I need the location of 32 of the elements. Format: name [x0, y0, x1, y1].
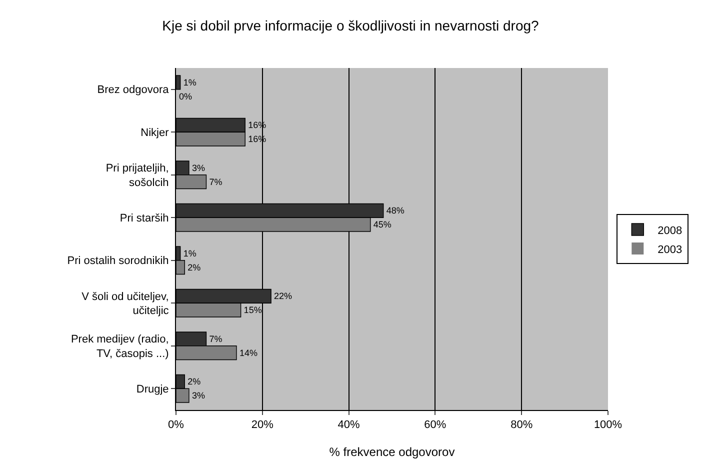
- legend-label: 2008: [658, 224, 682, 237]
- y-tick-label: Prek medijev (radio, TV, časopis ...): [70, 334, 169, 360]
- x-tick-label: 60%: [424, 419, 446, 432]
- data-label: 1%: [183, 248, 196, 258]
- data-label: 3%: [192, 162, 205, 173]
- x-tick-label: 0%: [168, 419, 184, 432]
- y-tick-label: Brez odgovora: [97, 84, 170, 96]
- data-label: 1%: [183, 77, 196, 88]
- data-label: 7%: [209, 176, 222, 187]
- data-label: 22%: [274, 291, 292, 302]
- data-label: 48%: [386, 206, 404, 216]
- data-label: 45%: [373, 220, 392, 230]
- legend-label: 2003: [658, 244, 682, 256]
- data-label: 15%: [244, 305, 262, 316]
- x-axis-title: % frekvence odgovorov: [329, 445, 455, 459]
- x-tick-label: 40%: [338, 419, 360, 432]
- y-tick-label: Pri prijateljih, sošolcih: [106, 162, 169, 189]
- x-tick-label: 100%: [594, 419, 622, 432]
- data-label: 14%: [239, 348, 258, 358]
- data-label: 2%: [188, 262, 201, 272]
- y-tick-label: Drugje: [136, 383, 169, 396]
- y-tick-label: Nikjer: [140, 126, 170, 139]
- y-tick-label: Pri ostalih sorodnikih: [67, 255, 169, 268]
- data-label: 0%: [179, 91, 192, 102]
- data-label: 3%: [192, 390, 205, 401]
- y-tick-label: V šoli od učiteljev, učiteljic: [82, 290, 170, 318]
- data-label: 2%: [188, 376, 201, 387]
- x-tick-label: 80%: [510, 419, 533, 432]
- y-tick-label: Pri starših: [120, 212, 169, 224]
- chart-title: Kje si dobil prve informacije o škodljivosti in nevarnosti drog?: [162, 18, 540, 34]
- data-label: 7%: [209, 334, 222, 344]
- x-tick-label: 20%: [251, 419, 274, 432]
